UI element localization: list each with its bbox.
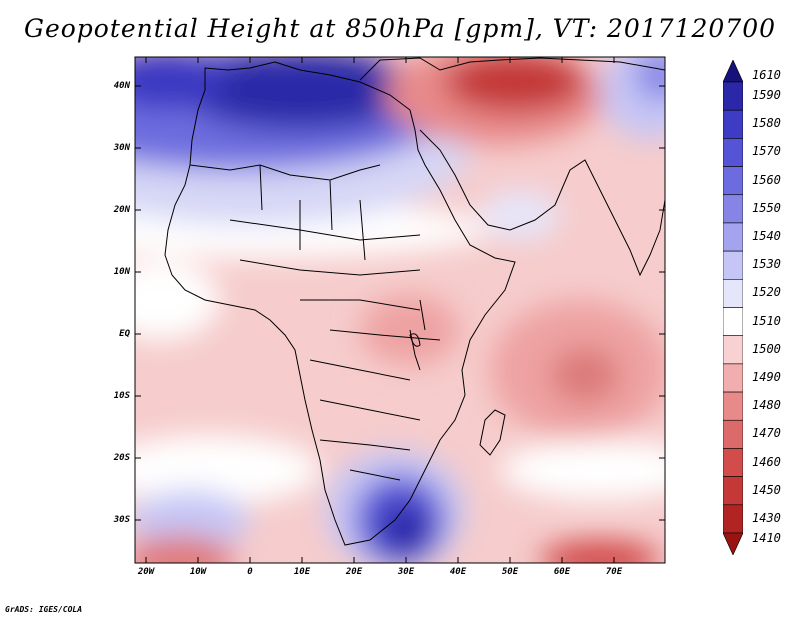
colorbar-label: 1550: [752, 200, 781, 215]
lat-label-20s: 20S: [113, 453, 130, 463]
lon-label-40e: 40E: [449, 567, 467, 577]
colorbar-label: 1500: [752, 341, 781, 356]
lon-label-10w: 10W: [189, 567, 207, 577]
colorbar-swatch: [723, 194, 743, 224]
colorbar: [723, 60, 743, 555]
colorbar-label: 1610: [752, 68, 781, 82]
lon-label-20e: 20E: [345, 567, 363, 577]
colorbar-label: 1560: [752, 172, 781, 187]
lat-label-10n: 10N: [113, 267, 130, 277]
map-title: Geopotential Height at 850hPa [gpm], VT:…: [23, 14, 777, 43]
colorbar-swatch: [723, 60, 743, 83]
contour-1590-north: [180, 57, 420, 130]
colorbar-swatch: [723, 419, 743, 449]
lake-victoria: [409, 333, 421, 347]
colorbar-swatch: [723, 222, 743, 252]
contour-1470-southwest: [135, 535, 235, 563]
contour-1460-southeast: [540, 540, 660, 563]
coastlines: [164, 57, 665, 546]
colorbar-swatch: [723, 448, 743, 477]
colorbar-swatch: [723, 532, 743, 555]
contour-1510-south-indian: [500, 440, 665, 500]
contour-1510-south-atlantic: [135, 435, 320, 505]
lon-label-70e: 70E: [605, 567, 623, 577]
lat-label-20n: 20N: [113, 205, 130, 215]
colorbar-label: 1490: [752, 369, 781, 384]
lon-label-50e: 50E: [501, 567, 519, 577]
colorbar-label: 1460: [752, 454, 781, 469]
colorbar-swatch: [723, 138, 743, 167]
colorbar-label: 1540: [752, 229, 781, 244]
contour-1480-indian-ocean: [550, 347, 620, 403]
colorbar-label: 1450: [752, 482, 781, 497]
lon-label-20w: 20W: [137, 567, 155, 577]
lat-label-40n: 40N: [113, 81, 130, 91]
grads-credit: GrADS: IGES/COLA: [5, 605, 83, 614]
lat-label-30n: 30N: [113, 143, 130, 153]
colorbar-swatch: [723, 279, 743, 308]
contour-1450-mideast: [445, 57, 585, 112]
axis-ticks: [135, 57, 665, 563]
lat-label-30s: 30S: [113, 515, 130, 525]
lon-label-10e: 10E: [293, 567, 311, 577]
lat-label-eq: EQ: [119, 329, 130, 339]
colorbar-swatch: [723, 391, 743, 421]
lon-label-30e: 30E: [397, 567, 415, 577]
colorbar-label: 1480: [752, 398, 781, 413]
colorbar-label: 1530: [752, 257, 781, 272]
contour-1510-west: [135, 260, 220, 340]
colorbar-swatch: [723, 335, 743, 365]
colorbar-label: 1580: [752, 116, 781, 131]
plot-frame: [134, 56, 666, 564]
africa-coastline: [164, 61, 516, 546]
colorbar-swatch: [723, 476, 743, 506]
colorbar-swatch: [723, 307, 743, 336]
country-borders: [189, 164, 441, 481]
contour-1590-south-africa: [380, 505, 430, 555]
colorbar-swatch: [723, 363, 743, 393]
lon-label-60e: 60E: [553, 567, 571, 577]
contour-1580-northwest: [135, 57, 225, 110]
colorbar-swatch: [723, 81, 743, 111]
colorbar-label: 1470: [752, 426, 781, 441]
contour-1520-arabia: [480, 190, 560, 240]
colorbar-label: 1590: [752, 88, 781, 103]
colorbar-swatch: [723, 166, 743, 196]
colorbar-swatch: [723, 250, 743, 280]
contour-1550-northeast: [635, 57, 665, 100]
colorbar-label: 1430: [752, 510, 781, 525]
contour-1530-south-atlantic: [135, 490, 250, 550]
colorbar-label: 1520: [752, 285, 781, 300]
colorbar-swatch: [723, 109, 743, 139]
arabia-india-coastline: [419, 129, 665, 277]
lon-label-0: 0: [247, 567, 253, 577]
lat-label-10s: 10S: [113, 391, 130, 401]
colorbar-label: 1570: [752, 144, 781, 159]
colorbar-label: 1410: [752, 531, 781, 545]
colorbar-label: 1510: [752, 313, 781, 328]
colorbar-swatch: [723, 504, 743, 534]
europe-coastline: [359, 57, 665, 81]
madagascar-coastline: [479, 409, 506, 456]
